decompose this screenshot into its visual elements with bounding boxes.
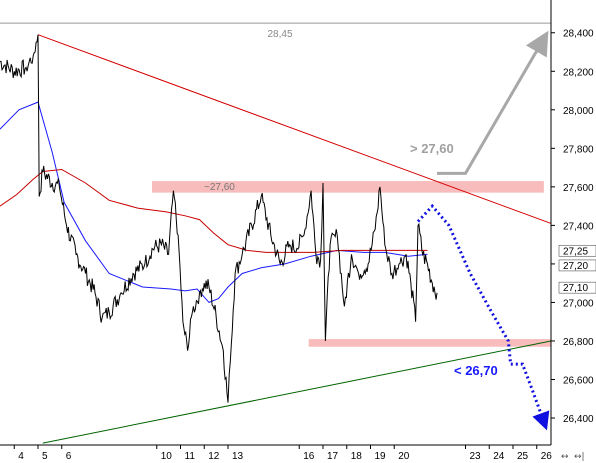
price-marker-label: 27,20	[563, 261, 588, 272]
y-tick-label: 27,400	[563, 221, 594, 232]
x-tick-label: 23	[470, 451, 482, 462]
y-tick-label: 26,600	[563, 376, 594, 387]
bearish-forecast-path	[418, 206, 544, 422]
arrows-icon[interactable]: ↔	[561, 452, 569, 462]
bearish-target-annotation: < 26,70	[454, 363, 498, 378]
y-tick-label: 28,200	[563, 67, 594, 78]
x-tick-label: 11	[185, 451, 196, 462]
x-tick-label: 5	[42, 451, 48, 462]
y-tick-label: 27,800	[563, 144, 594, 155]
x-tick-label: 20	[398, 451, 410, 462]
price-series-line	[0, 35, 437, 403]
zone-label-0: ~27,60	[204, 182, 235, 193]
x-tick-label: 26	[541, 451, 553, 462]
x-tick-label: 25	[517, 451, 529, 462]
x-tick-label: 16	[303, 451, 315, 462]
y-tick-label: 28,000	[563, 106, 594, 117]
price-marker-label: 27,25	[563, 246, 588, 257]
x-tick-label: 12	[208, 451, 220, 462]
x-tick-label: 13	[232, 451, 244, 462]
bullish-target-annotation: > 27,60	[410, 141, 454, 156]
support-trendline	[43, 341, 551, 443]
x-tick-label: 4	[18, 451, 24, 462]
scroll-end-icon[interactable]: ↔|	[574, 452, 585, 462]
x-tick-label: 10	[161, 451, 173, 462]
y-tick-label: 27,000	[563, 298, 594, 309]
level-line-label: 28,45	[267, 29, 292, 40]
price-marker-label: 27,10	[563, 283, 588, 294]
ma-blue-line	[0, 102, 428, 302]
y-tick-label: 26,400	[563, 414, 594, 425]
x-tick-label: 17	[327, 451, 339, 462]
x-tick-label: 24	[493, 451, 505, 462]
y-tick-label: 27,600	[563, 183, 594, 194]
x-tick-label: 18	[351, 451, 363, 462]
y-tick-label: 28,400	[563, 29, 594, 40]
zone-1	[309, 339, 551, 347]
y-tick-label: 26,800	[563, 337, 594, 348]
x-tick-label: 6	[66, 451, 72, 462]
x-tick-label: 19	[375, 451, 387, 462]
resistance-trendline	[38, 35, 551, 224]
scroll-controls[interactable]: ↔ ↔|	[561, 452, 585, 462]
